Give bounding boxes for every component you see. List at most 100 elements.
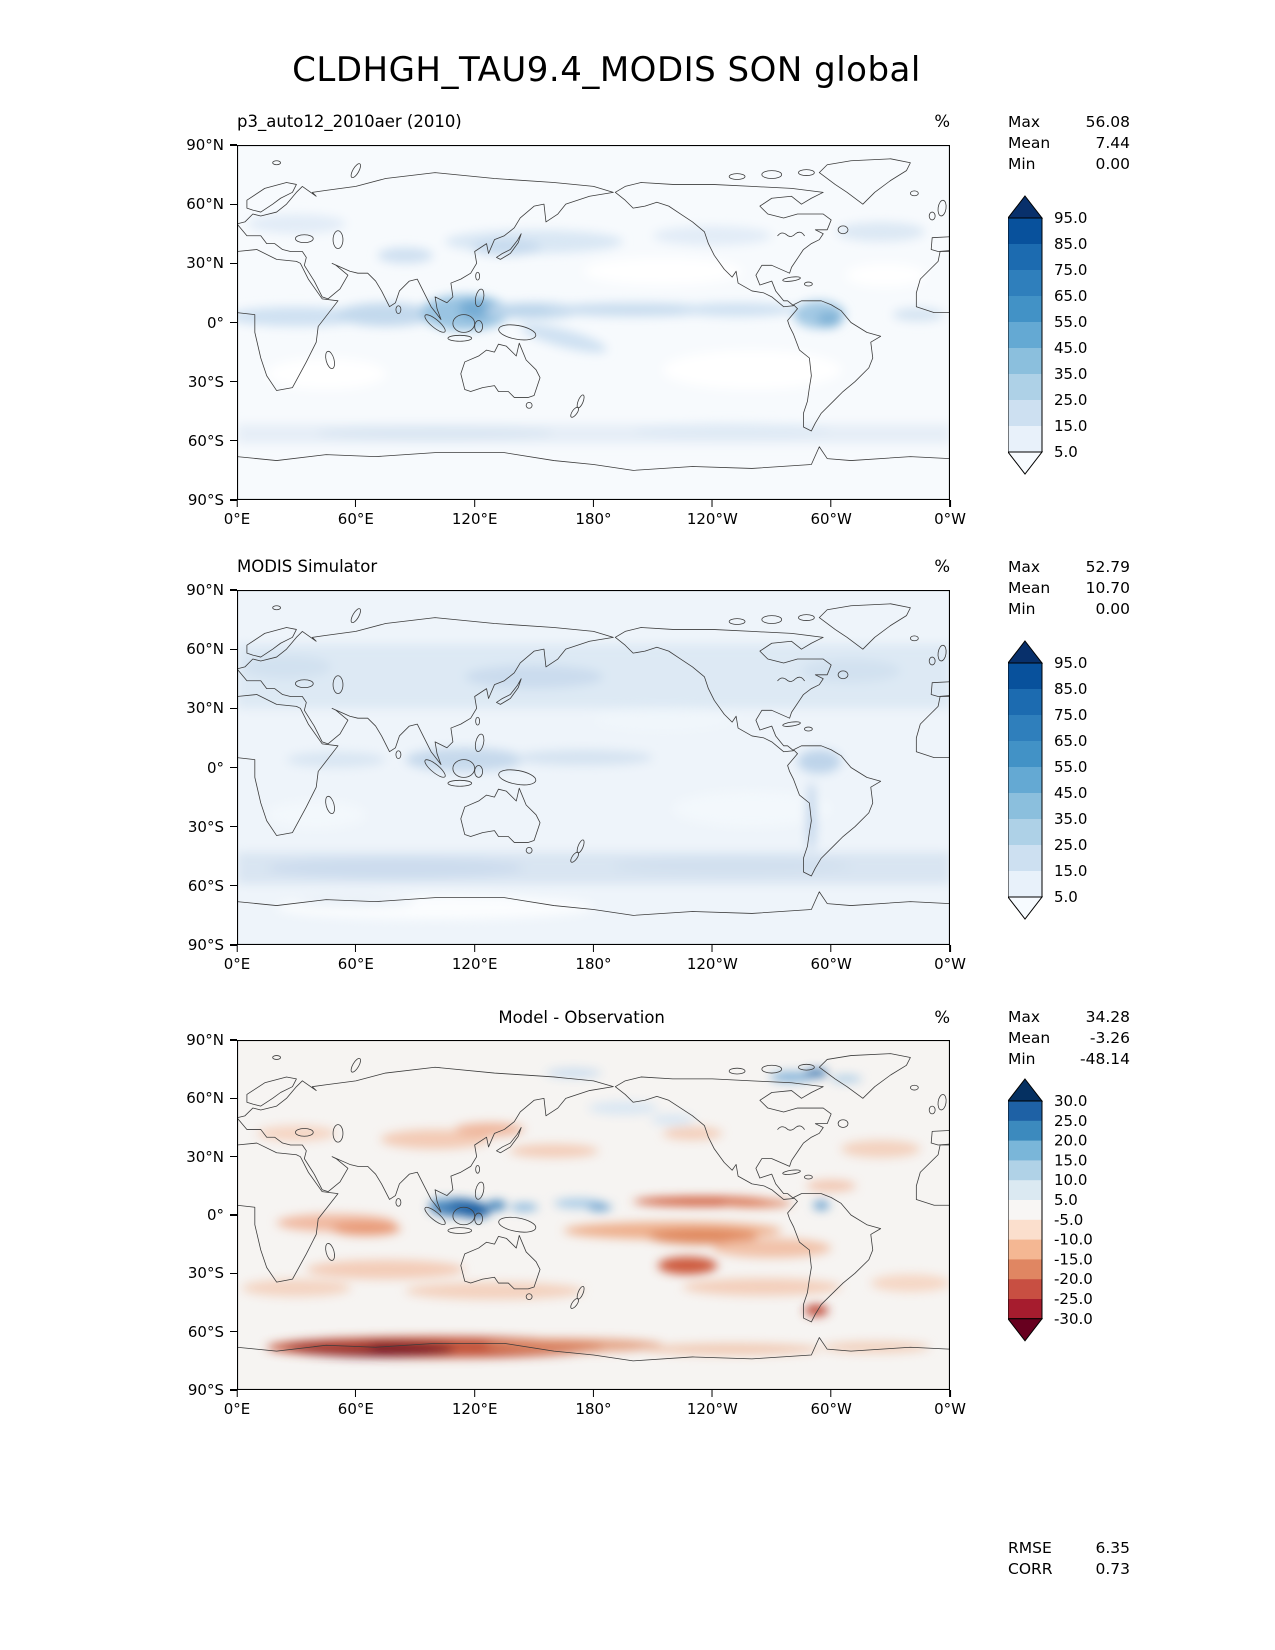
colorbar-segment	[1008, 793, 1042, 820]
y-tick-label: 30°N	[186, 699, 237, 717]
colorbar-segment	[1008, 767, 1042, 794]
colorbar: 95.0 85.0 75.0 65.0 55.0 45.0 35.0 25.0 15.0 5.0	[1006, 195, 1087, 475]
colorbar-segment	[1008, 1279, 1042, 1300]
colorbar-segment	[1008, 1239, 1042, 1260]
panel-1-title-row: p3_auto12_2010aer (2010) %	[237, 112, 950, 131]
colorbar-tick-label: 75.0	[1054, 261, 1087, 279]
colorbar-segment	[1008, 296, 1042, 323]
y-tick-label: 90°S	[188, 491, 238, 509]
stat-label: Mean	[1008, 1029, 1051, 1047]
stats-panel-2: Max 52.79 Mean 10.70 Min 0.00	[1008, 557, 1130, 620]
panel-1-units: %	[934, 112, 950, 131]
colorbar-segment	[1008, 1200, 1042, 1221]
x-tick-label: 0°E	[224, 1390, 250, 1418]
stat-label: Max	[1008, 113, 1041, 131]
panel-3-units: %	[934, 1008, 950, 1027]
colorbar-tick-label: 65.0	[1054, 287, 1087, 305]
y-tick-label: 30°S	[188, 818, 238, 836]
colorbar-extend-bottom	[1006, 1318, 1044, 1342]
colorbar-segment	[1008, 845, 1042, 872]
colorbar-tick-label: 35.0	[1054, 810, 1087, 828]
colorbar-tick-label: 65.0	[1054, 732, 1087, 750]
map-panel-2: 90°N 60°N 30°N 0° 30°S 60°S 90°S 0°E 60°E 120°E 1…	[186, 581, 966, 973]
colorbar-tick-label: 75.0	[1054, 706, 1087, 724]
colorbar-tick-label: 15.0	[1054, 417, 1087, 435]
colorbar-panel-2: 95.0 85.0 75.0 65.0 55.0 45.0 35.0 25.0 15.0 5.0	[1006, 640, 1158, 924]
panel-3-title-row: Model - Observation %	[237, 1008, 950, 1027]
x-tick-label: 60°W	[810, 500, 852, 528]
y-tick-label: 60°N	[186, 640, 237, 658]
colorbar-extend-bottom	[1006, 451, 1044, 475]
colorbar-segment	[1008, 689, 1042, 716]
stat-value: 0.00	[1095, 155, 1130, 173]
x-tick-label: 120°W	[687, 500, 738, 528]
y-tick-label: 90°N	[186, 136, 237, 154]
stats-panel-1: Max 56.08 Mean 7.44 Min 0.00	[1008, 112, 1130, 175]
colorbar-tick-label: 15.0	[1054, 862, 1087, 880]
stat-label: Mean	[1008, 134, 1051, 152]
colorbar-tick-label: 35.0	[1054, 365, 1087, 383]
colorbar-tick-label: -30.0	[1054, 1310, 1093, 1328]
y-tick-label: 30°N	[186, 254, 237, 272]
colorbar: 95.0 85.0 75.0 65.0 55.0 45.0 35.0 25.0 15.0 5.0	[1006, 640, 1087, 920]
cloud-field-obs	[237, 644, 950, 920]
stat-label: Min	[1008, 155, 1036, 173]
stat-value: 0.00	[1095, 600, 1130, 618]
colorbar-segment	[1008, 741, 1042, 768]
y-tick-label: 30°S	[188, 373, 238, 391]
colorbar-segment	[1008, 1120, 1042, 1142]
colorbar-tick-label: 10.0	[1054, 1171, 1087, 1189]
stat-value: 7.44	[1095, 134, 1130, 152]
colorbar-tick-label: 5.0	[1054, 443, 1078, 461]
rmse-corr-block: RMSE 6.35 CORR 0.73	[1008, 1538, 1130, 1580]
colorbar-extend-top	[1006, 640, 1044, 664]
map-plot-obs	[237, 590, 950, 945]
colorbar-segment	[1008, 270, 1042, 297]
rmse-label: RMSE	[1008, 1539, 1052, 1557]
colorbar-segment	[1008, 819, 1042, 846]
map-plot-diff	[237, 1040, 950, 1390]
panel-2-title-row: MODIS Simulator %	[237, 557, 950, 576]
x-tick-label: 60°E	[338, 500, 374, 528]
x-tick-label: 180°	[575, 500, 612, 528]
colorbar-segment	[1008, 1101, 1042, 1122]
colorbar-segment	[1008, 426, 1042, 453]
y-tick-label: 30°S	[188, 1264, 238, 1282]
panel-2-units: %	[934, 557, 950, 576]
x-tick-label: 0°W	[934, 1390, 966, 1418]
colorbar-tick-label: 25.0	[1054, 1112, 1087, 1130]
panel-1-title: p3_auto12_2010aer (2010)	[237, 112, 462, 131]
cloud-field-model	[237, 214, 950, 444]
colorbar-segment	[1008, 1180, 1042, 1201]
figure-title: CLDHGH_TAU9.4_MODIS SON global	[292, 50, 921, 90]
x-tick-label: 120°E	[452, 1390, 497, 1418]
x-tick-label: 60°E	[338, 945, 374, 973]
colorbar-segment	[1008, 871, 1042, 898]
colorbar-tick-label: 45.0	[1054, 784, 1087, 802]
stat-label: Mean	[1008, 579, 1051, 597]
colorbar-panel-1: 95.0 85.0 75.0 65.0 55.0 45.0 35.0 25.0 15.0 5.0	[1006, 195, 1158, 479]
colorbar-tick-label: -15.0	[1054, 1250, 1093, 1268]
stat-label: Min	[1008, 1050, 1036, 1068]
panel-2-title: MODIS Simulator	[237, 557, 378, 576]
stat-value: -3.26	[1089, 1029, 1130, 1047]
x-tick-label: 60°W	[810, 945, 852, 973]
x-tick-label: 180°	[575, 945, 612, 973]
y-tick-label: 60°S	[188, 432, 238, 450]
colorbar-segment	[1008, 1299, 1042, 1320]
colorbar-tick-label: 25.0	[1054, 836, 1087, 854]
y-tick-label: 60°N	[186, 195, 237, 213]
stat-value: -48.14	[1080, 1050, 1130, 1068]
rmse-value: 6.35	[1095, 1539, 1130, 1557]
colorbar-tick-label: 5.0	[1054, 1191, 1078, 1209]
colorbar-segment	[1008, 715, 1042, 742]
map-panel-1: 90°N 60°N 30°N 0° 30°S 60°S 90°S 0°E 60°E 120°E 1…	[186, 136, 966, 528]
colorbar: 30.0 25.0 20.015.0 10.0 5.0 -5.0 -10.0-15.0 -20…	[1006, 1078, 1093, 1342]
x-tick-label: 180°	[575, 1390, 612, 1418]
colorbar-segment	[1008, 1160, 1042, 1181]
colorbar-tick-label: 85.0	[1054, 680, 1087, 698]
colorbar-segment	[1008, 374, 1042, 401]
colorbar-tick-label: 20.0	[1054, 1132, 1087, 1150]
x-tick-label: 120°E	[452, 500, 497, 528]
colorbar-tick-label: 55.0	[1054, 313, 1087, 331]
